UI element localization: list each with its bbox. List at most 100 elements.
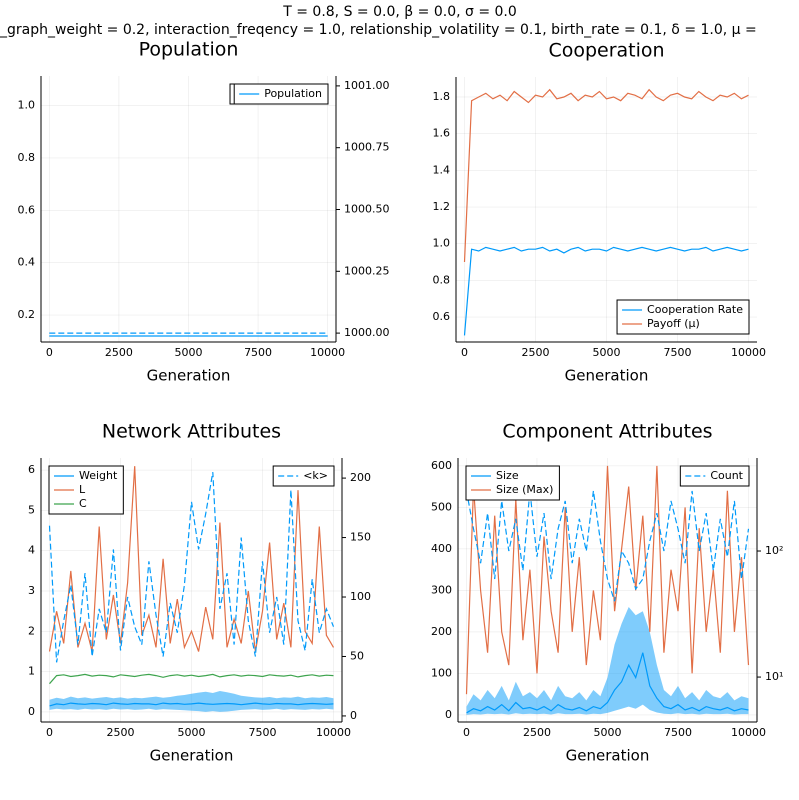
y2-tick-label: 150	[350, 531, 371, 544]
legend-box	[233, 83, 329, 105]
series-line	[49, 702, 334, 707]
y2-tick-label: 1001.00	[344, 79, 390, 92]
y-tick-label: 1.0	[433, 237, 451, 250]
x-tick-label: 0	[463, 726, 470, 739]
legend: Count	[679, 465, 750, 487]
legend-label: Population	[264, 87, 322, 100]
y-tick-label: 0.8	[433, 273, 451, 286]
series-line	[48, 472, 335, 663]
series-line	[463, 88, 749, 263]
y-tick-label: 1.0	[18, 99, 36, 112]
legend: <k>	[272, 465, 335, 487]
legend-label: Weight	[79, 469, 118, 482]
y2-tick-label: 200	[350, 471, 371, 484]
y-tick-label: 400	[431, 542, 452, 555]
x-tick-label: 5000	[594, 726, 622, 739]
y-tick-label: 6	[28, 463, 35, 476]
panel-title: Network Attributes	[102, 421, 281, 443]
x-tick-label: 7500	[663, 346, 691, 359]
legend-box	[272, 465, 335, 487]
y-tick-label: 0.4	[18, 256, 36, 269]
x-tick-label: 10000	[316, 726, 351, 739]
series-line	[465, 490, 750, 602]
y-tick-label: 500	[431, 500, 452, 513]
y2-tick-label: 1000.50	[344, 202, 390, 215]
x-tick-label: 5000	[593, 346, 621, 359]
x-tick-label: 10000	[310, 346, 345, 359]
y-tick-label: 0	[28, 705, 35, 718]
plot-area	[465, 465, 750, 715]
y2-tick-label: 0	[350, 709, 357, 722]
x-axis-label: Generation	[566, 747, 650, 765]
x-tick-label: 0	[46, 346, 53, 359]
y2-tick-label: 100	[350, 590, 371, 603]
y-tick-label: 0.6	[433, 310, 451, 323]
y-tick-label: 1	[28, 665, 35, 678]
y-tick-label: 1.4	[433, 163, 451, 176]
x-axis-label: Generation	[565, 367, 649, 385]
band	[466, 607, 749, 715]
y-tick-label: 1.2	[433, 200, 451, 213]
x-tick-label: 0	[461, 346, 468, 359]
legend: Population	[233, 83, 329, 105]
y-tick-label: 200	[431, 625, 452, 638]
y-tick-label: 2	[28, 624, 35, 637]
y2-tick-label: 10¹	[765, 670, 783, 683]
y2-tick-label: 1000.75	[344, 141, 390, 154]
legend-label: L	[79, 483, 86, 496]
series-line	[466, 652, 749, 714]
x-tick-label: 7500	[248, 726, 276, 739]
y-tick-label: 0.8	[18, 151, 36, 164]
x-tick-label: 0	[46, 726, 53, 739]
legend-label: Size	[496, 469, 519, 482]
legend-box	[48, 465, 124, 515]
x-tick-label: 7500	[244, 346, 272, 359]
legend-label: Cooperation Rate	[647, 303, 743, 316]
y-tick-label: 3	[28, 584, 35, 597]
plot-area	[48, 466, 335, 712]
x-tick-label: 2500	[523, 726, 551, 739]
y-tick-label: 300	[431, 583, 452, 596]
x-tick-label: 2500	[522, 346, 550, 359]
x-tick-label: 5000	[175, 346, 203, 359]
y-tick-label: 0.2	[18, 308, 36, 321]
x-tick-label: 10000	[731, 726, 766, 739]
legend-label: Payoff (μ)	[647, 317, 700, 330]
y-tick-label: 1.6	[433, 127, 451, 140]
x-axis-label: Generation	[150, 747, 234, 765]
x-tick-label: 7500	[664, 726, 692, 739]
x-tick-label: 2500	[107, 726, 135, 739]
y-tick-label: 4	[28, 544, 35, 557]
y-tick-label: 600	[431, 459, 452, 472]
x-axis-label: Generation	[147, 367, 231, 385]
band	[49, 691, 334, 712]
panel-title: Population	[139, 39, 239, 61]
x-tick-label: 2500	[105, 346, 133, 359]
legend-label: <k>	[303, 469, 328, 482]
legend-label: Size (Max)	[496, 483, 553, 496]
suptitle: T = 0.8, S = 0.0, β = 0.0, σ = 0.0	[282, 4, 517, 20]
y-tick-label: 0.6	[18, 203, 36, 216]
y2-tick-label: 50	[350, 649, 364, 662]
panel-title: Component Attributes	[502, 421, 712, 443]
plot-area	[49, 332, 328, 337]
legend-label: Count	[710, 469, 743, 482]
y-tick-label: 0	[445, 708, 452, 721]
y-tick-label: 5	[28, 503, 35, 516]
legend-box	[616, 299, 750, 335]
y2-tick-label: 1000.00	[344, 326, 390, 339]
series-line	[465, 465, 750, 695]
series-line	[49, 673, 334, 685]
legend-box	[465, 465, 560, 501]
series-line	[463, 246, 749, 336]
series-line	[48, 466, 335, 652]
x-tick-label: 5000	[178, 726, 206, 739]
y-tick-label: 100	[431, 666, 452, 679]
x-tick-label: 10000	[731, 346, 766, 359]
